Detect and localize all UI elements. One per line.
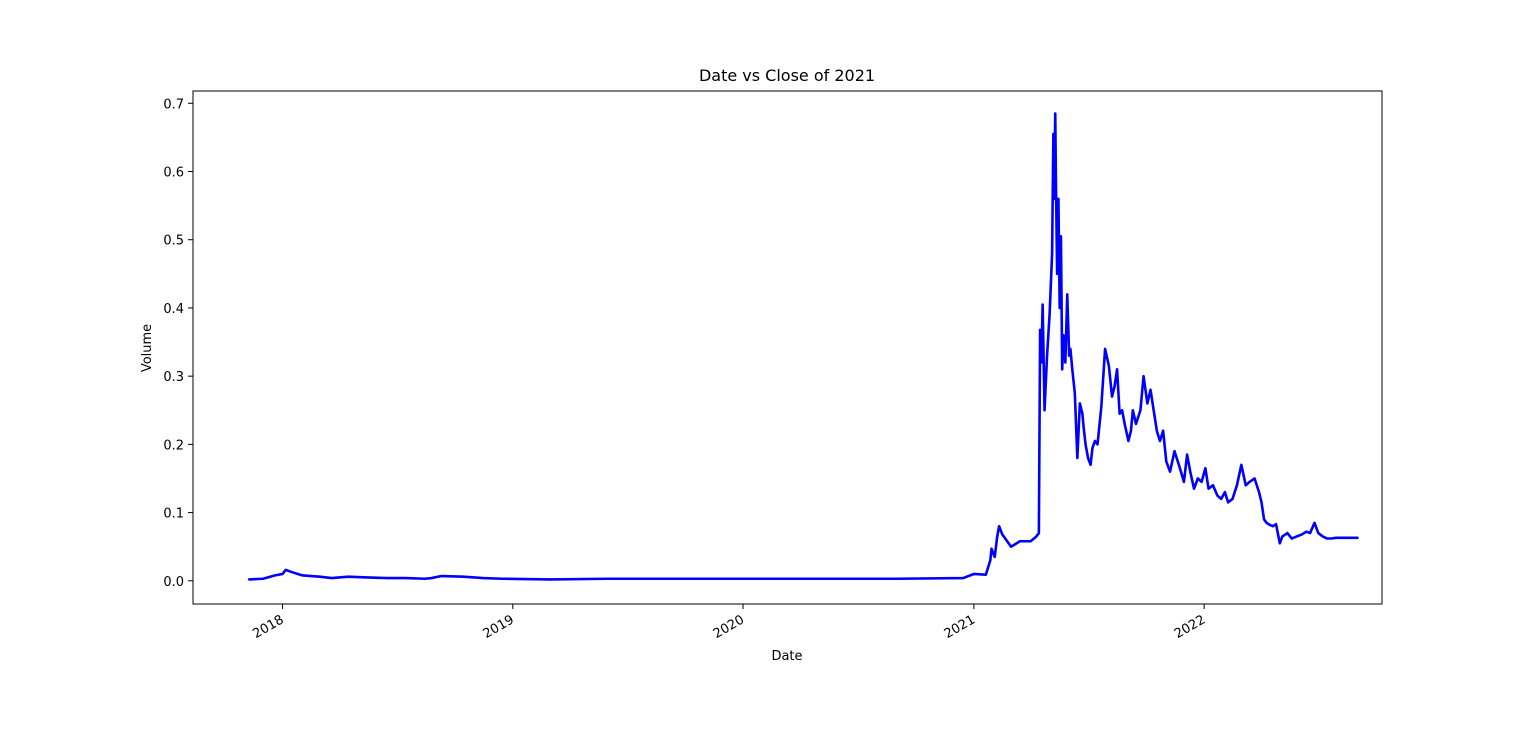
- y-tick-label: 0.3: [163, 370, 184, 385]
- y-tick-label: 0.0: [163, 575, 184, 590]
- chart-title: Date vs Close of 2021: [699, 66, 875, 85]
- x-axis-label: Date: [771, 649, 802, 664]
- plot-frame: [192, 90, 1383, 605]
- y-tick-label: 0.2: [163, 438, 184, 453]
- y-tick-label: 0.6: [163, 165, 184, 180]
- y-tick-label: 0.1: [163, 507, 184, 522]
- y-tick-label: 0.7: [163, 97, 184, 112]
- y-tick-label: 0.4: [163, 302, 184, 317]
- y-axis-label: Volume: [140, 324, 155, 372]
- y-tick-label: 0.5: [163, 234, 184, 249]
- plot-area: [247, 112, 1359, 581]
- series-line-0: [247, 112, 1359, 581]
- y-axis: 0.0 0.1 0.2 0.3 0.4 0.5 0.6 0.7: [163, 97, 193, 590]
